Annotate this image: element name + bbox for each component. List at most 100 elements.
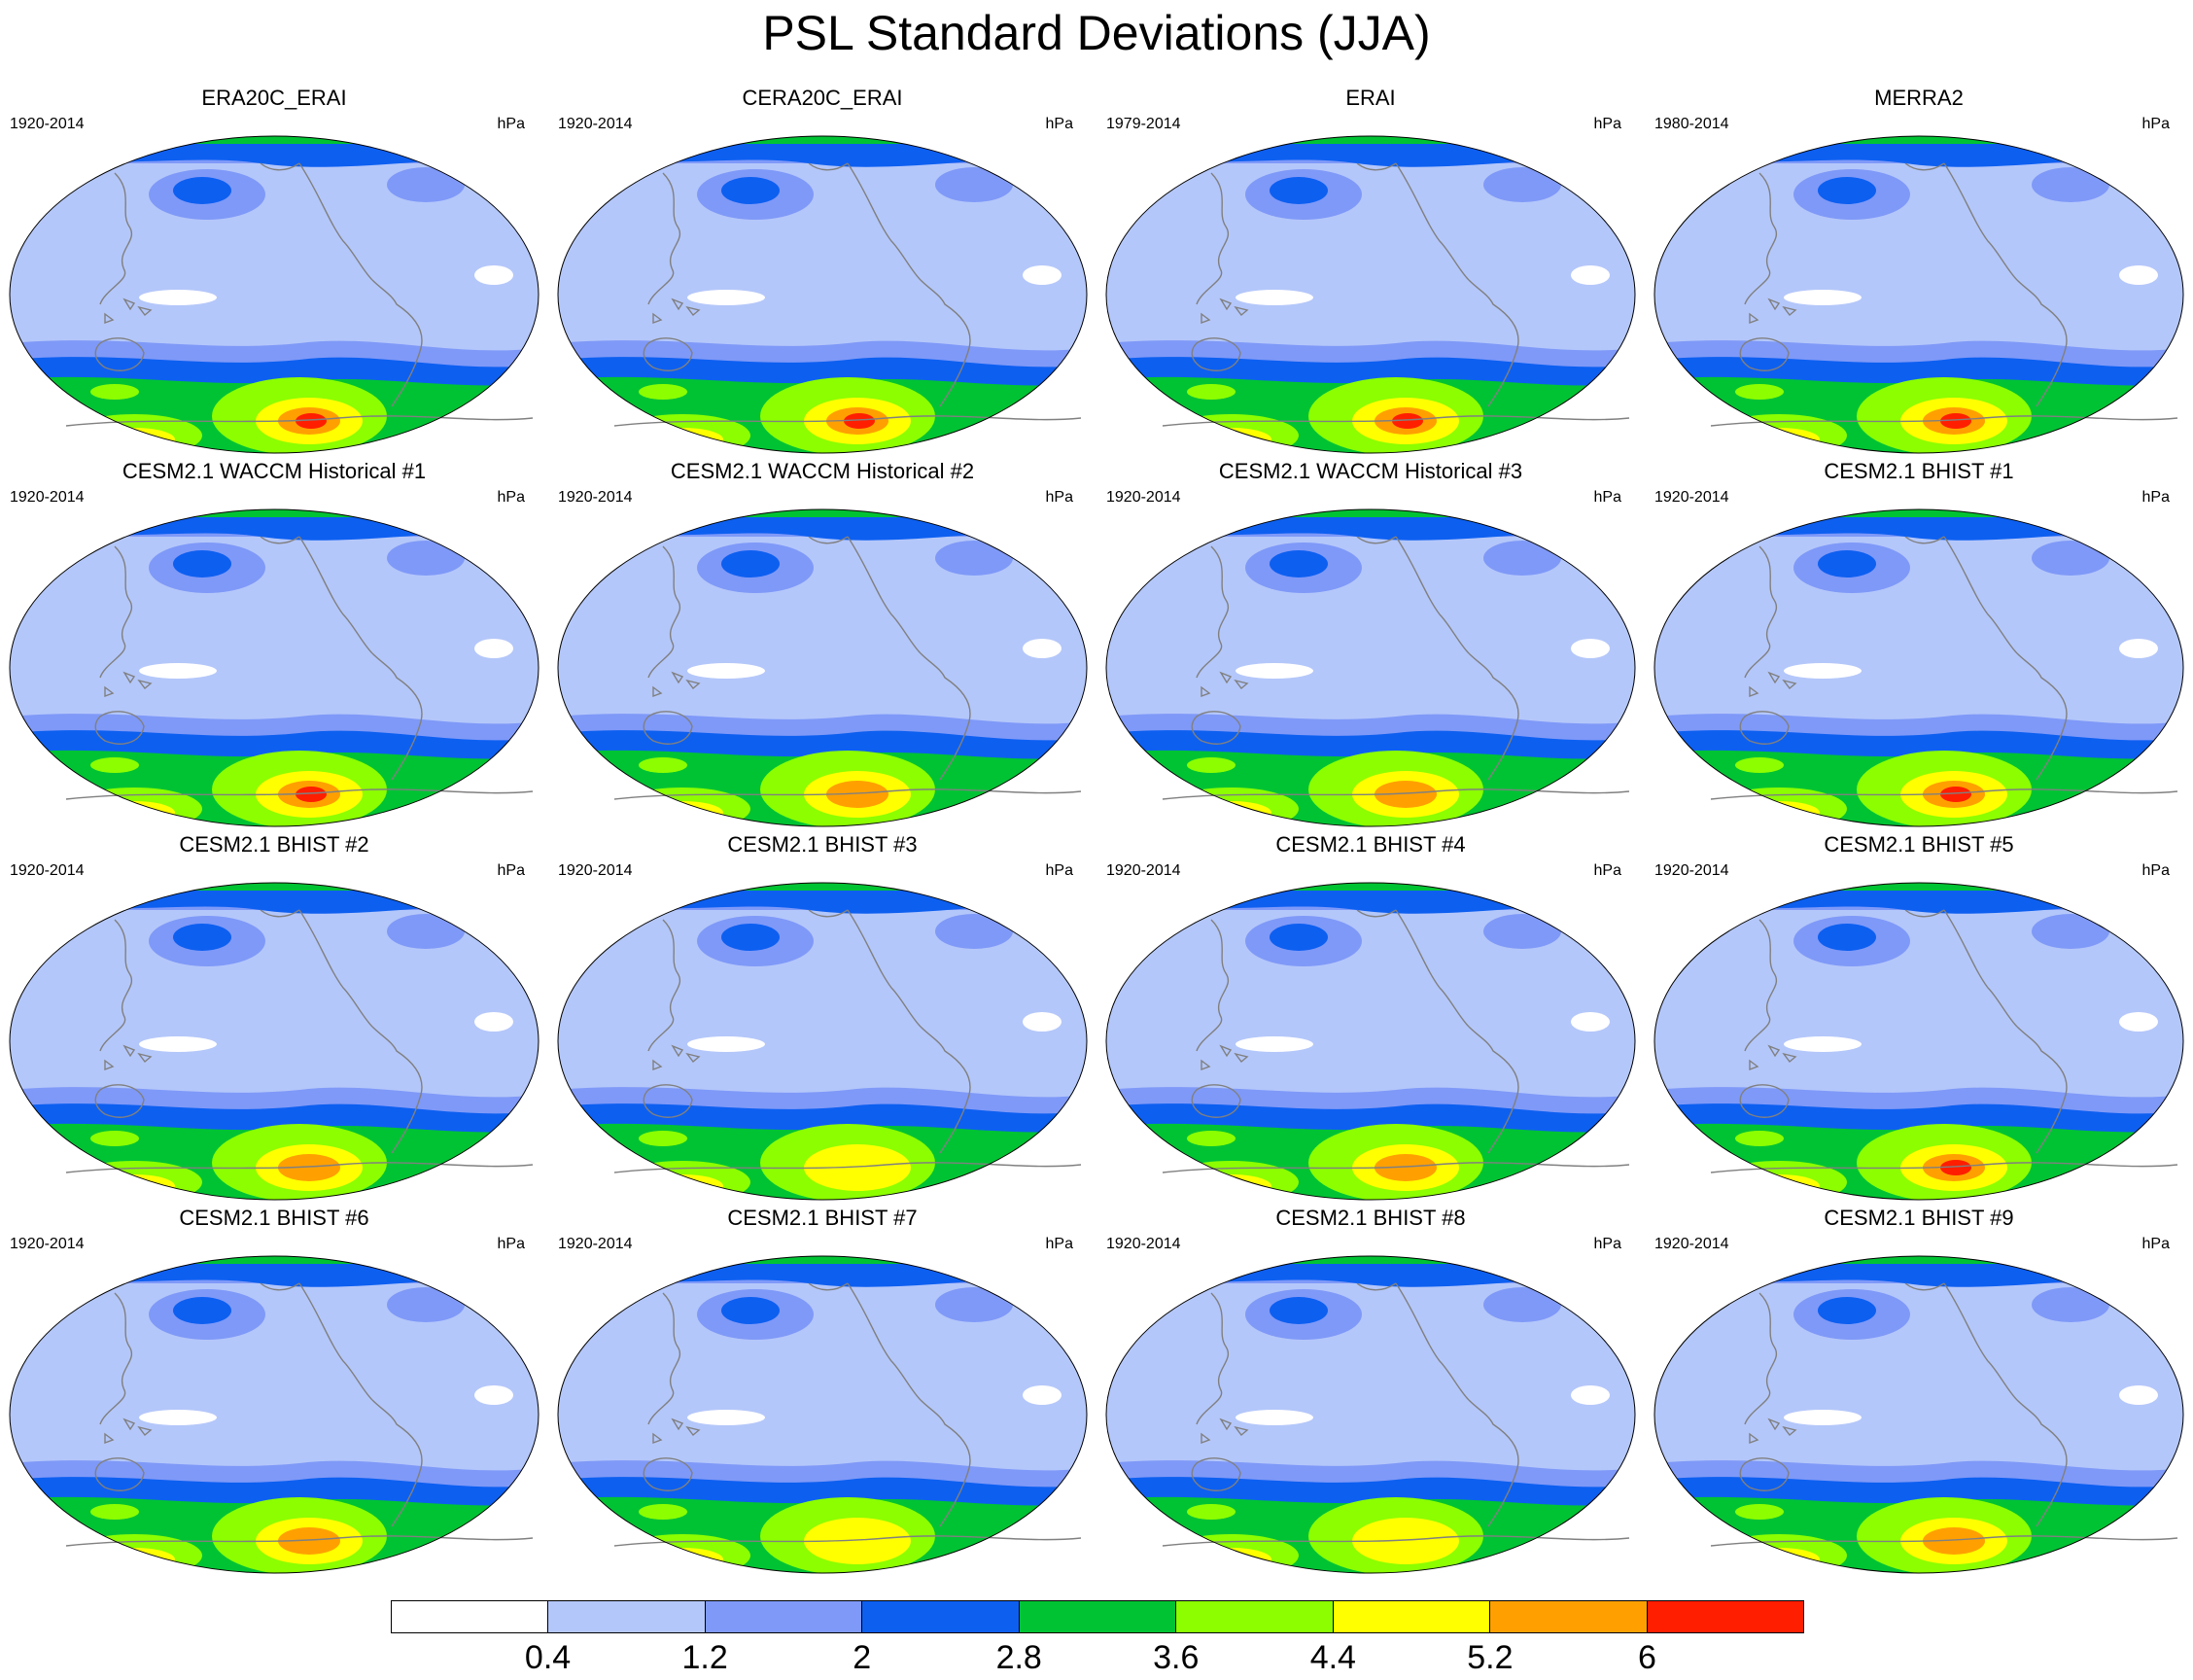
panel-years: 1920-2014 — [1106, 489, 1181, 506]
coastlines — [65, 536, 534, 800]
map-panel: ERA20C_ERAI 1920-2014 hPa — [0, 86, 548, 460]
panel-units: hPa — [2141, 862, 2170, 879]
coastlines — [1162, 536, 1630, 800]
colorbar-label: 4.4 — [1309, 1639, 1356, 1676]
panel-years: 1920-2014 — [558, 116, 633, 132]
colorbar-swatch — [705, 1601, 863, 1632]
coastlines — [1710, 536, 2178, 800]
panel-units: hPa — [497, 1236, 525, 1252]
panel-units: hPa — [2141, 489, 2170, 506]
coastlines — [1162, 909, 1630, 1173]
map-border — [557, 135, 1088, 454]
psl-field — [1654, 883, 2183, 1200]
map-border — [9, 508, 540, 827]
colorbar-label: 0.4 — [524, 1639, 572, 1676]
robinson-map — [557, 882, 1088, 1201]
map-panel: CESM2.1 WACCM Historical #2 1920-2014 hPa — [548, 459, 1096, 833]
panel-units: hPa — [2141, 116, 2170, 132]
colorbar-swatch — [1333, 1601, 1491, 1632]
map-border — [557, 882, 1088, 1201]
colorbar-swatch — [1176, 1601, 1334, 1632]
map-border — [9, 135, 540, 454]
panel-title: CESM2.1 BHIST #6 — [179, 1206, 369, 1230]
coastlines — [1710, 909, 2178, 1173]
colorbar-swatch — [1019, 1601, 1177, 1632]
map-border — [1653, 135, 2184, 454]
panel-title: MERRA2 — [1874, 86, 1964, 110]
figure-title: PSL Standard Deviations (JJA) — [762, 6, 1431, 60]
colorbar-label: 3.6 — [1153, 1639, 1200, 1676]
panel-title: ERAI — [1345, 86, 1396, 110]
robinson-map — [1105, 882, 1636, 1201]
map-border — [1653, 1255, 2184, 1574]
panel-units: hPa — [497, 116, 525, 132]
robinson-map — [1105, 508, 1636, 827]
panel-title: CESM2.1 WACCM Historical #1 — [122, 459, 427, 483]
map-border — [1105, 882, 1636, 1201]
map-border — [9, 1255, 540, 1574]
panel-years: 1920-2014 — [558, 489, 633, 506]
panel-title: CESM2.1 WACCM Historical #3 — [1218, 459, 1523, 483]
panel-units: hPa — [497, 862, 525, 879]
panel-units: hPa — [1593, 489, 1621, 506]
map-panel: CESM2.1 BHIST #6 1920-2014 hPa — [0, 1206, 548, 1580]
robinson-map — [557, 135, 1088, 454]
map-border — [9, 882, 540, 1201]
panel-title: CESM2.1 BHIST #9 — [1824, 1206, 2014, 1230]
map-panel: CESM2.1 BHIST #1 1920-2014 hPa — [1645, 459, 2193, 833]
map-panel: CESM2.1 BHIST #8 1920-2014 hPa — [1096, 1206, 1645, 1580]
panel-units: hPa — [1045, 862, 1073, 879]
coastlines — [65, 162, 534, 427]
panel-years: 1920-2014 — [558, 862, 633, 879]
panel-title: CESM2.1 BHIST #2 — [179, 832, 369, 857]
colorbar-boxes — [391, 1600, 1804, 1633]
panel-title: CESM2.1 BHIST #5 — [1824, 832, 2014, 857]
coastlines — [1710, 1282, 2178, 1547]
coastlines — [613, 1282, 1082, 1547]
panel-units: hPa — [1593, 116, 1621, 132]
map-panel: CESM2.1 BHIST #5 1920-2014 hPa — [1645, 832, 2193, 1207]
panel-years: 1979-2014 — [1106, 116, 1181, 132]
panel-title: CESM2.1 BHIST #1 — [1824, 459, 2014, 483]
colorbar-label: 5.2 — [1467, 1639, 1514, 1676]
panel-title: CERA20C_ERAI — [742, 86, 903, 110]
panel-years: 1920-2014 — [1106, 1236, 1181, 1252]
robinson-map — [1653, 135, 2184, 454]
colorbar-swatch — [862, 1601, 1020, 1632]
panel-years: 1920-2014 — [1106, 862, 1181, 879]
panel-years: 1920-2014 — [10, 489, 85, 506]
colorbar-label: 1.2 — [681, 1639, 728, 1676]
panel-years: 1980-2014 — [1654, 116, 1729, 132]
panel-years: 1920-2014 — [1654, 489, 1729, 506]
colorbar-swatch — [548, 1601, 706, 1632]
panel-title: CESM2.1 BHIST #3 — [727, 832, 918, 857]
map-panel: ERAI 1979-2014 hPa — [1096, 86, 1645, 460]
panel-units: hPa — [1593, 1236, 1621, 1252]
panel-title: CESM2.1 BHIST #7 — [727, 1206, 918, 1230]
robinson-map — [1105, 1255, 1636, 1574]
panel-title: CESM2.1 WACCM Historical #2 — [670, 459, 975, 483]
robinson-map — [557, 508, 1088, 827]
robinson-map — [9, 508, 540, 827]
panel-units: hPa — [1593, 862, 1621, 879]
map-panel: CESM2.1 WACCM Historical #1 1920-2014 hPa — [0, 459, 548, 833]
panel-years: 1920-2014 — [10, 116, 85, 132]
panel-units: hPa — [497, 489, 525, 506]
panel-units: hPa — [2141, 1236, 2170, 1252]
colorbar-label: 2 — [853, 1639, 872, 1676]
robinson-map — [9, 135, 540, 454]
robinson-map — [9, 882, 540, 1201]
colorbar-swatch — [1647, 1601, 1803, 1632]
panel-years: 1920-2014 — [10, 1236, 85, 1252]
psl-field — [1654, 509, 2183, 826]
map-panel: CESM2.1 BHIST #4 1920-2014 hPa — [1096, 832, 1645, 1207]
map-border — [1105, 1255, 1636, 1574]
colorbar-label: 2.8 — [995, 1639, 1042, 1676]
map-panel: CESM2.1 BHIST #2 1920-2014 hPa — [0, 832, 548, 1207]
colorbar-swatch — [392, 1601, 549, 1632]
map-panel: CESM2.1 WACCM Historical #3 1920-2014 hPa — [1096, 459, 1645, 833]
coastlines — [613, 909, 1082, 1173]
panel-title: CESM2.1 BHIST #8 — [1275, 1206, 1466, 1230]
map-panel: CESM2.1 BHIST #3 1920-2014 hPa — [548, 832, 1096, 1207]
